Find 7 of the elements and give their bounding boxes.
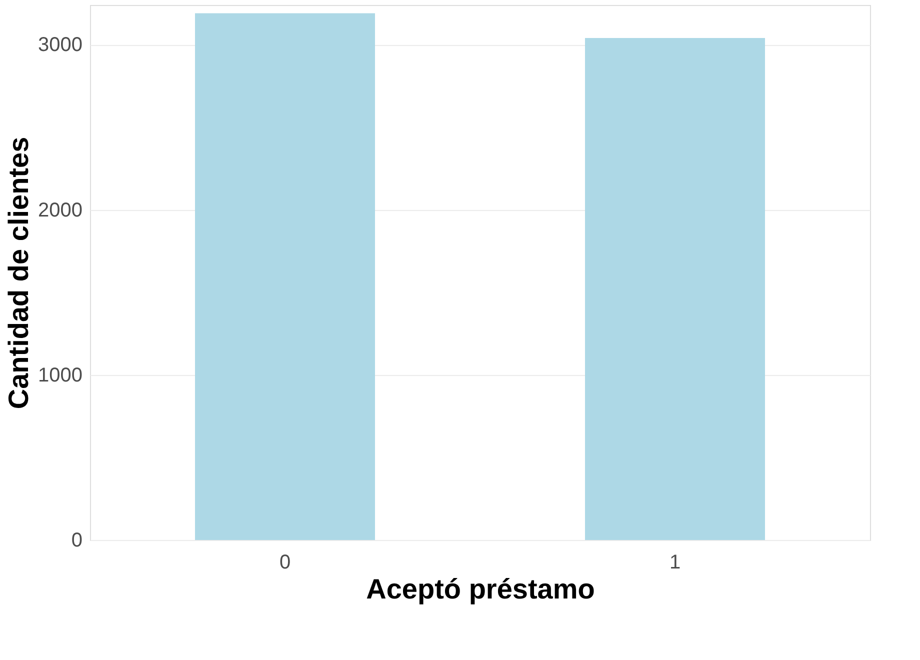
- y-tick-label: 3000: [38, 34, 82, 56]
- x-axis-title: Aceptó préstamo: [366, 574, 595, 604]
- y-axis-title: Cantidad de clientes: [3, 136, 34, 410]
- y-tick-label: 1000: [38, 364, 82, 386]
- y-tick-label: 0: [71, 530, 82, 552]
- x-tick-label: 1: [669, 552, 681, 574]
- y-tick-label: 2000: [38, 199, 82, 222]
